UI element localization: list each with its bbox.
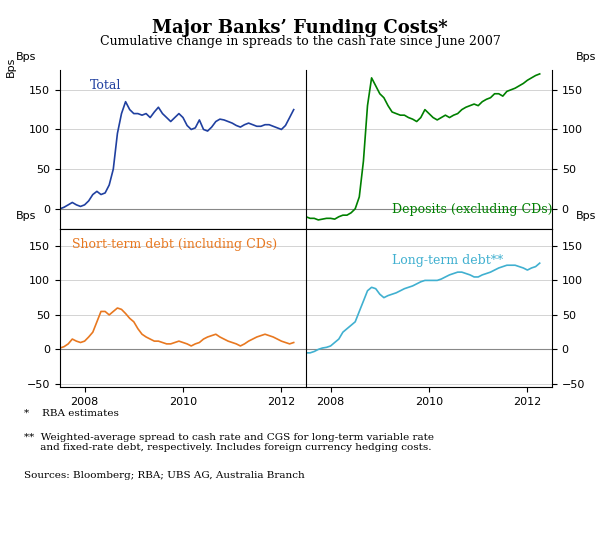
Text: Bps: Bps	[576, 52, 596, 62]
Text: Bps: Bps	[16, 52, 36, 62]
Text: Major Banks’ Funding Costs*: Major Banks’ Funding Costs*	[152, 19, 448, 37]
Text: Total: Total	[89, 79, 121, 92]
Y-axis label: Bps: Bps	[6, 56, 16, 77]
Text: Cumulative change in spreads to the cash rate since June 2007: Cumulative change in spreads to the cash…	[100, 35, 500, 48]
Text: Bps: Bps	[16, 211, 36, 221]
Text: Sources: Bloomberg; RBA; UBS AG, Australia Branch: Sources: Bloomberg; RBA; UBS AG, Austral…	[24, 471, 305, 480]
Text: *    RBA estimates: * RBA estimates	[24, 409, 119, 418]
Text: Deposits (excluding CDs): Deposits (excluding CDs)	[392, 203, 553, 216]
Text: Bps: Bps	[576, 211, 596, 221]
Text: **  Weighted-average spread to cash rate and CGS for long-term variable rate
   : ** Weighted-average spread to cash rate …	[24, 433, 434, 452]
Text: Long-term debt**: Long-term debt**	[392, 253, 503, 266]
Text: Short-term debt (including CDs): Short-term debt (including CDs)	[73, 238, 277, 251]
